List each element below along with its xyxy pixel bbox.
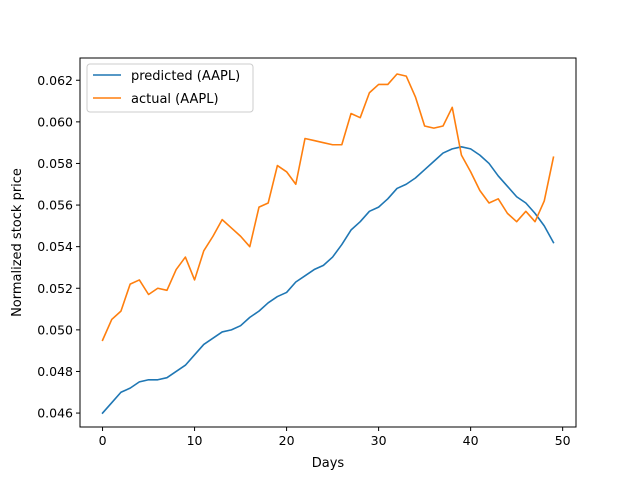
legend-label-predicted: predicted (AAPL) (131, 69, 240, 84)
plot-area-frame (79, 57, 577, 428)
x-tick-label: 30 (371, 433, 387, 448)
series-line-1 (101, 73, 555, 342)
series-layer (101, 73, 555, 415)
x-axis-label: Days (312, 456, 345, 471)
x-tick-label: 10 (187, 433, 203, 448)
y-tick-label: 0.062 (37, 73, 73, 88)
x-tick-label: 20 (279, 433, 295, 448)
x-tick-label: 0 (99, 433, 107, 448)
legend-box (86, 63, 254, 113)
x-axis-ticks: 0 10 20 30 40 50 (99, 427, 571, 448)
x-tick-label: 40 (463, 433, 479, 448)
y-tick-label: 0.046 (37, 406, 73, 421)
series-line-0 (101, 146, 555, 415)
y-tick-label: 0.058 (37, 156, 73, 171)
legend: predicted (AAPL) actual (AAPL) (86, 63, 254, 113)
y-tick-label: 0.050 (37, 322, 73, 337)
y-tick-label: 0.054 (37, 239, 73, 254)
y-tick-label: 0.052 (37, 281, 73, 296)
y-tick-label: 0.048 (37, 364, 73, 379)
y-tick-label: 0.060 (37, 114, 73, 129)
y-tick-label: 0.056 (37, 198, 73, 213)
y-axis-label: Normalized stock price (10, 168, 25, 317)
x-tick-label: 50 (555, 433, 571, 448)
legend-label-actual: actual (AAPL) (131, 92, 219, 107)
y-axis-ticks: 0.046 0.048 0.050 0.052 0.054 0.056 0.058 0.060… (37, 73, 80, 421)
